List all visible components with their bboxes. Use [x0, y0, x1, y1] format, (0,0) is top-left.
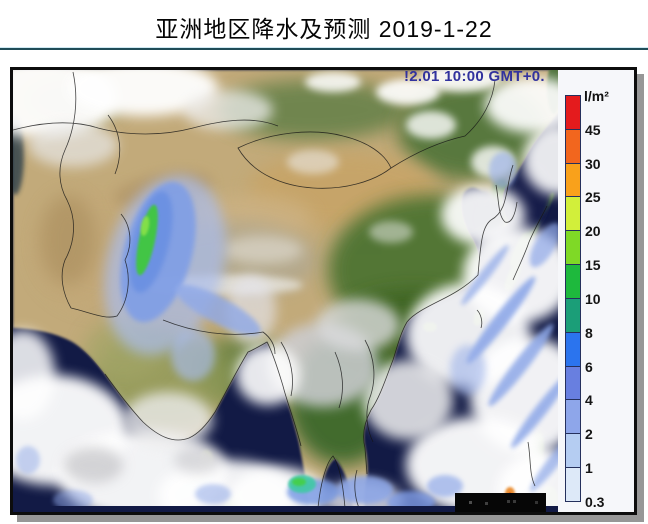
legend-tick-label: 1	[585, 460, 593, 477]
map-timestamp-overlay: !2.01 10:00 GMT+0.	[404, 68, 545, 85]
title-divider	[0, 47, 648, 50]
legend-segment: 8	[566, 297, 593, 341]
legend-tick-label: 20	[585, 223, 601, 240]
legend-unit-label: l/m²	[584, 88, 609, 104]
legend-tick-label: 6	[585, 358, 593, 375]
page-title: 亚洲地区降水及预测 2019-1-22	[155, 16, 493, 42]
legend-tick-label: 2	[585, 426, 593, 443]
weather-map-frame: !2.01 10:00 GMT+0. l/m² 45 30 25 20 15 10 8 6 4 2…	[10, 67, 637, 515]
legend-tick-label: 8	[585, 324, 593, 341]
legend-segment: 25	[566, 162, 601, 205]
legend-segment: 45	[566, 96, 601, 138]
legend-colorbar: 45 30 25 20 15 10 8 6 4 2 1 0.3	[565, 95, 604, 510]
legend-tick-label: 30	[585, 155, 601, 172]
legend-tick-label: 25	[585, 189, 601, 206]
precipitation	[16, 152, 581, 506]
legend-segment: 1	[566, 433, 593, 476]
legend-segment: 30	[566, 128, 601, 172]
legend-segment: 10	[566, 264, 601, 307]
precipitation-legend: l/m² 45 30 25 20 15 10 8 6 4 2 1 0.3	[558, 70, 634, 512]
watermark-bar	[455, 493, 546, 512]
legend-segment: 20	[566, 196, 601, 239]
legend-segment: 2	[566, 399, 593, 442]
borders	[13, 71, 548, 506]
legend-segment: 4	[566, 365, 593, 408]
legend-segment: 0.3	[566, 467, 604, 510]
legend-tick-label: 4	[585, 392, 593, 409]
legend-tick-label: 45	[585, 121, 601, 138]
legend-tick-label: 10	[585, 290, 601, 307]
legend-segment: 6	[566, 331, 593, 375]
legend-tick-label: 15	[585, 257, 601, 274]
asia-satellite-map	[13, 70, 628, 506]
legend-tick-label: 0.3	[585, 493, 605, 510]
legend-segment: 15	[566, 230, 601, 273]
